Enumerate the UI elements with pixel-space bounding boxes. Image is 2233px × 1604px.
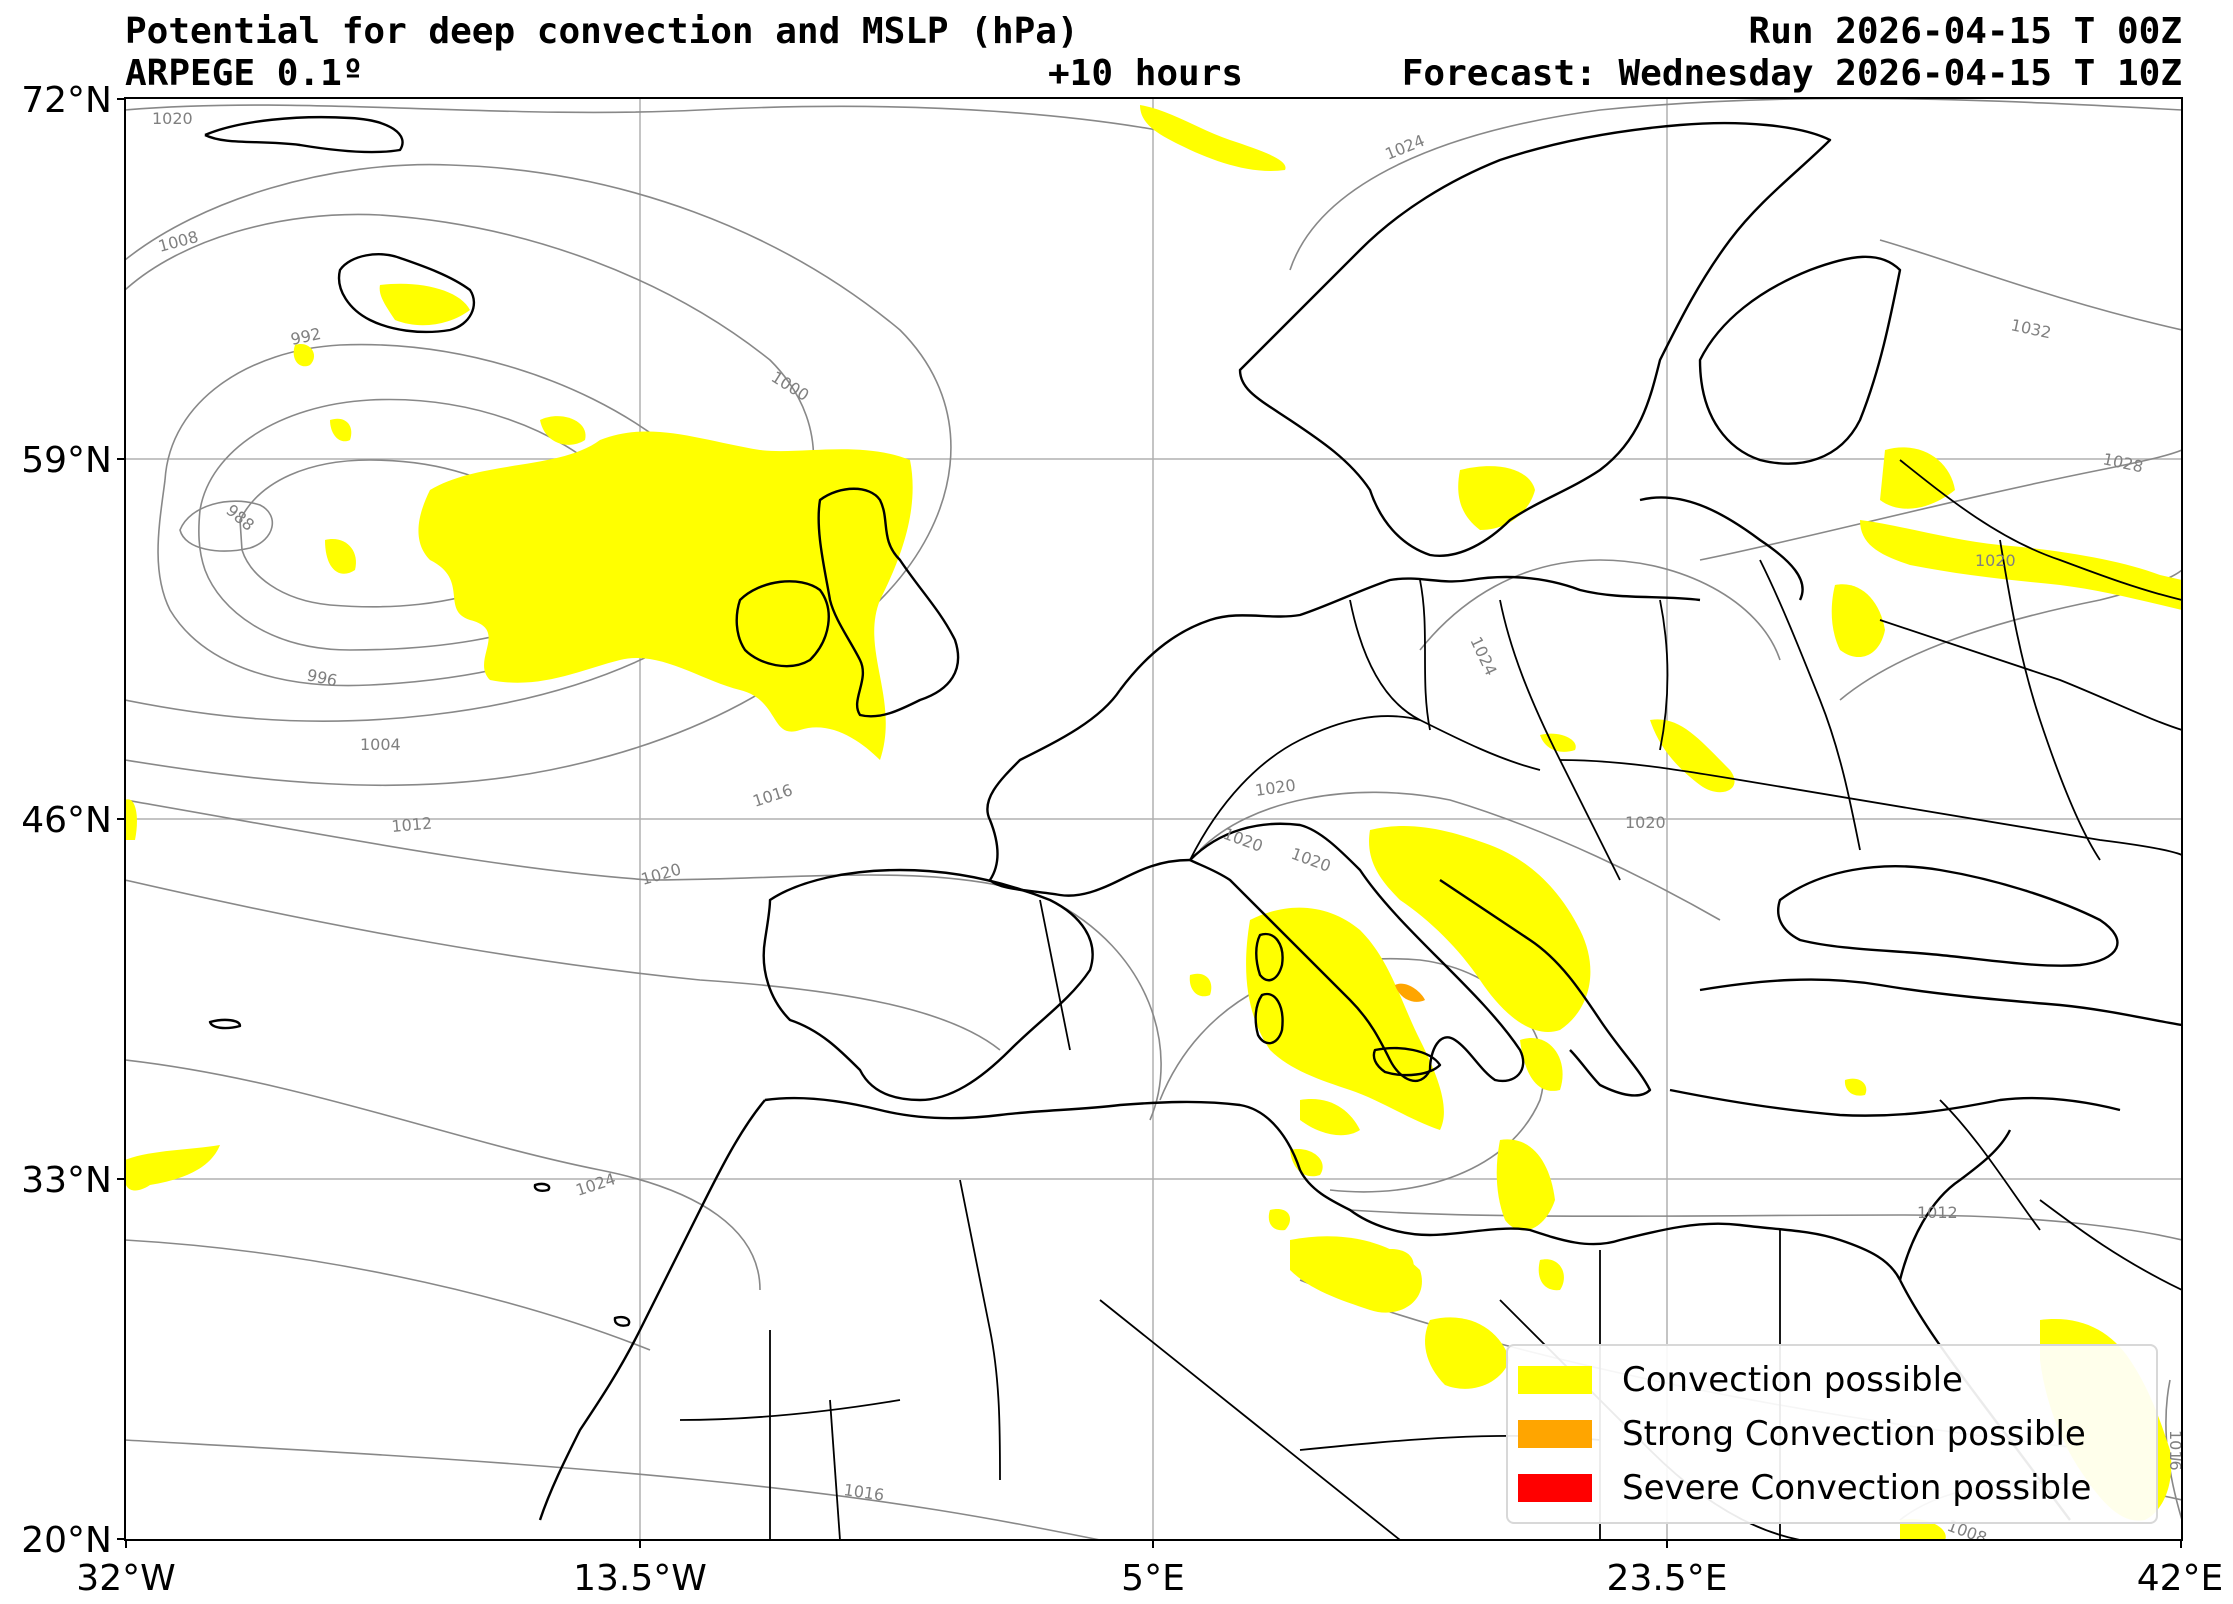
latitude-labels: 72°N 59°N 46°N 33°N 20°N: [21, 80, 112, 1561]
map-title: Potential for deep convection and MSLP (…: [125, 11, 1079, 52]
isobar-label: 1012: [391, 814, 433, 836]
isobar-label: 1016: [2166, 1430, 2185, 1471]
isobar-label: 996: [305, 665, 339, 690]
lat-tick-label: 59°N: [21, 440, 112, 481]
forecast-time: Forecast: Wednesday 2026-04-15 T 10Z: [1401, 53, 2182, 94]
isobar-label: 1024: [573, 1169, 618, 1200]
legend-item-severe: Severe Convection possible: [1518, 1466, 2091, 1510]
lon-tick-label: 5°E: [1121, 1558, 1185, 1599]
legend-label: Severe Convection possible: [1622, 1468, 2092, 1508]
model-name: ARPEGE 0.1º: [125, 53, 364, 94]
legend-label: Strong Convection possible: [1622, 1414, 2086, 1454]
coastlines: [204, 115, 2182, 1521]
longitude-labels: 32°W 13.5°W 5°E 23.5°E 42°E: [76, 1558, 2223, 1599]
legend-swatch-yellow: [1518, 1366, 1592, 1394]
lat-tick-label: 72°N: [21, 80, 112, 121]
isobar-labels: 1020 1024 1008 992 1000 988 996 1004 101…: [152, 109, 2185, 1540]
lon-tick-label: 13.5°W: [573, 1558, 707, 1599]
tick-marks: [117, 98, 2182, 1548]
isobar-label: 988: [222, 501, 258, 535]
lead-time: +10 hours: [1048, 53, 1244, 94]
isobar-label: 1008: [156, 227, 200, 256]
legend: Convection possible Strong Convection po…: [1506, 1344, 2158, 1524]
gridlines: [125, 98, 2182, 1540]
lon-tick-label: 42°E: [2137, 1558, 2224, 1599]
strong-convection-areas: [1395, 983, 1425, 1002]
lon-tick-label: 32°W: [76, 1558, 175, 1599]
isobar-label: 1020: [1254, 775, 1297, 799]
legend-item-strong: Strong Convection possible: [1518, 1412, 2086, 1456]
lat-tick-label: 46°N: [21, 800, 112, 841]
legend-item-convection: Convection possible: [1518, 1358, 1963, 1402]
run-time: Run 2026-04-15 T 00Z: [1748, 11, 2182, 52]
isobar-label: 1024: [1466, 634, 1500, 679]
isobar-label: 1020: [152, 109, 193, 128]
isobar-label: 1020: [1625, 813, 1666, 832]
isobar-label: 1020: [1975, 551, 2016, 570]
isobar-label: 1020: [1221, 824, 1266, 856]
isobar-label: 1020: [1289, 844, 1334, 876]
lat-tick-label: 20°N: [21, 1520, 112, 1561]
isobar-label: 1000: [768, 367, 813, 405]
isobar-label: 1020: [639, 859, 683, 888]
isobar-label: 1012: [1917, 1203, 1958, 1222]
legend-label: Convection possible: [1622, 1360, 1963, 1400]
lat-tick-label: 33°N: [21, 1160, 112, 1201]
isobar-label: 1016: [750, 780, 795, 811]
isobar-label: 1032: [2009, 315, 2053, 342]
legend-swatch-orange: [1518, 1420, 1592, 1448]
legend-swatch-red: [1518, 1474, 1592, 1502]
lon-tick-label: 23.5°E: [1607, 1558, 1728, 1599]
convection-possible-areas: [125, 105, 2182, 1540]
isobar-label: 992: [289, 324, 323, 349]
isobar-label: 1016: [842, 1480, 885, 1504]
isobar-label: 1024: [1382, 131, 1427, 164]
isobar-label: 1028: [2101, 449, 2145, 476]
isobar-label: 1004: [360, 735, 401, 754]
